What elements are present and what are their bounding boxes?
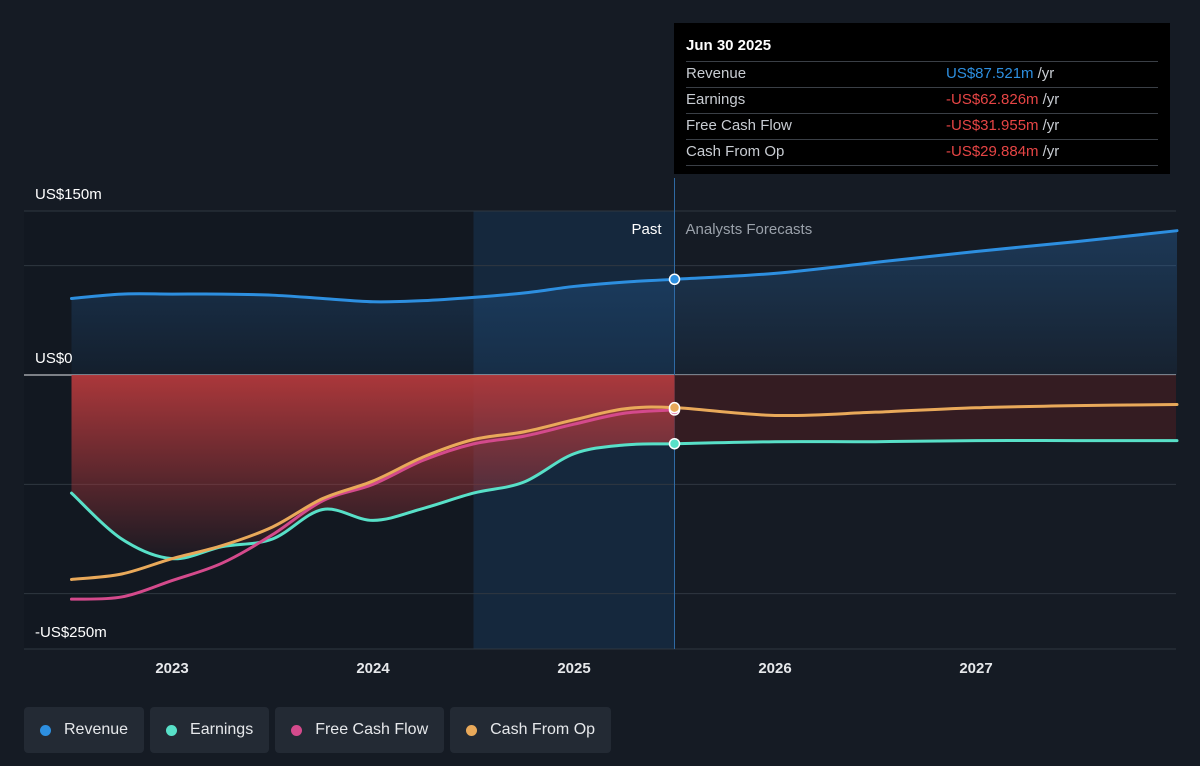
tooltip-row-label: Earnings [686, 91, 746, 108]
tooltip-row-unit: /yr [1042, 117, 1060, 134]
tooltip-row-value: -US$31.955m [946, 117, 1039, 134]
tooltip-row: Earnings -US$62.826m/yr [686, 88, 1158, 114]
tooltip-row-value: -US$62.826m [946, 91, 1039, 108]
x-tick-label: 2024 [356, 660, 390, 677]
tooltip-date: Jun 30 2025 [686, 37, 1158, 62]
tooltip-row-label: Free Cash Flow [686, 117, 792, 134]
legend-dot-icon [40, 724, 51, 736]
forecast-label: Analysts Forecasts [686, 221, 813, 238]
revenue-area [71, 230, 1177, 375]
tooltip-row-unit: /yr [1042, 91, 1060, 108]
x-tick-label: 2027 [959, 660, 992, 677]
earnings-area-past [71, 375, 675, 559]
revenue-marker [668, 273, 681, 286]
legend-dot-icon [466, 724, 478, 736]
earnings-marker [668, 437, 681, 450]
legend-label: Earnings [190, 721, 254, 738]
financial-chart: US$150m US$0 -US$250m 2023 2024 2025 2026 2027 P… [24, 178, 1179, 677]
x-tick-label: 2025 [557, 660, 590, 677]
tooltip-row-unit: /yr [1042, 143, 1060, 160]
past-label: Past [631, 221, 662, 238]
legend-dot-icon [166, 724, 178, 736]
tooltip-row-label: Revenue [686, 65, 747, 82]
legend-label: Cash From Op [490, 721, 596, 738]
revenue-line [70, 229, 1179, 304]
tooltip-row-value: -US$29.884m [946, 143, 1039, 160]
tooltip-row: Free Cash Flow -US$31.955m/yr [686, 114, 1158, 140]
legend-label: Free Cash Flow [315, 721, 429, 738]
tooltip: Jun 30 2025 Revenue US$87.521m/yr Earnings… [674, 23, 1170, 174]
tooltip-row-value: US$87.521m [946, 65, 1034, 82]
y-tick-label: US$150m [35, 186, 102, 203]
legend-item-free-cash-flow[interactable]: Free Cash Flow [275, 707, 445, 753]
tooltip-row: Revenue US$87.521m/yr [686, 62, 1158, 88]
y-tick-label: US$0 [35, 350, 73, 367]
tooltip-row: Cash From Op -US$29.884m/yr [686, 140, 1158, 166]
legend-item-earnings[interactable]: Earnings [150, 707, 270, 753]
legend-item-cash-from-op[interactable]: Cash From Op [450, 707, 612, 753]
x-tick-label: 2023 [155, 660, 188, 677]
tooltip-row-label: Cash From Op [686, 143, 785, 160]
y-tick-label: -US$250m [35, 624, 107, 641]
cash-from-op-marker [668, 401, 681, 414]
legend: Revenue Earnings Free Cash Flow Cash From O… [24, 707, 612, 753]
legend-item-revenue[interactable]: Revenue [24, 707, 145, 753]
legend-label: Revenue [64, 721, 129, 738]
free-cash-flow-line [70, 408, 676, 601]
x-tick-label: 2026 [758, 660, 791, 677]
legend-dot-icon [291, 724, 303, 736]
cash-from-op-line [70, 403, 1179, 581]
tooltip-row-unit: /yr [1037, 65, 1055, 82]
